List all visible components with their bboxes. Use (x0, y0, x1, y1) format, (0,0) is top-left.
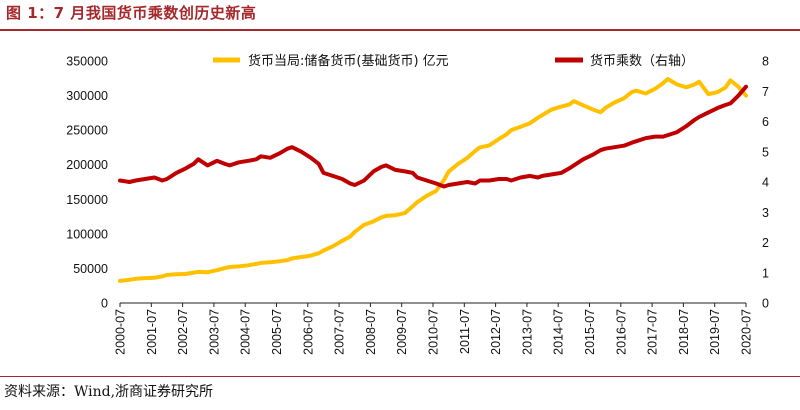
legend: 货币当局:储备货币(基础货币) 亿元 货币乘数（右轴） (213, 53, 694, 69)
x-axis-tick-label: 2018-07 (677, 309, 691, 355)
x-axis-tick-label: 2019-07 (708, 309, 722, 355)
x-axis-tick-label: 2012-07 (489, 309, 503, 355)
left-axis-tick-label: 100000 (66, 227, 108, 241)
series-line-base-money (118, 77, 748, 283)
right-axis-tick-label: 0 (762, 297, 769, 311)
left-axis-tick-label: 200000 (66, 158, 108, 172)
x-axis-tick-label: 2011-07 (458, 309, 472, 354)
right-axis-tick-label: 7 (762, 85, 769, 99)
right-axis-tick-label: 2 (762, 236, 769, 250)
line-chart: 货币当局:储备货币(基础货币) 亿元 货币乘数（右轴） 0 50000 100000… (66, 53, 769, 355)
x-axis-tick-label: 2016-07 (614, 309, 628, 355)
left-axis-tick-label: 150000 (66, 193, 108, 207)
x-axis-tick-label: 2007-07 (333, 309, 347, 355)
left-axis-tick-label: 250000 (66, 124, 108, 138)
x-axis-tick-label: 2002-07 (176, 309, 190, 355)
right-axis-tick-label: 5 (762, 145, 769, 159)
right-axis-tick-label: 8 (762, 55, 769, 69)
x-axis-tick-label: 2013-07 (520, 309, 534, 355)
legend-label-multiplier: 货币乘数（右轴） (590, 53, 694, 69)
x-axis-tick-label: 2003-07 (207, 309, 221, 355)
x-axis-tick-label: 2017-07 (646, 309, 660, 355)
title-divider (0, 29, 800, 31)
x-axis-tick-label: 2005-07 (270, 309, 284, 355)
source-note: 资料来源：Wind,浙商证券研究所 (4, 384, 214, 400)
x-axis-tick-label: 2001-07 (145, 309, 159, 355)
right-axis-tick-label: 1 (762, 266, 769, 280)
left-axis-tick-label: 300000 (66, 89, 108, 103)
x-axis-tick-label: 2015-07 (583, 309, 597, 355)
x-axis-tick-label: 2004-07 (239, 309, 253, 355)
right-axis-tick-label: 3 (762, 206, 769, 220)
x-axis-tick-label: 2006-07 (301, 309, 315, 355)
right-axis-tick-label: 4 (762, 176, 769, 190)
plot-area (118, 77, 748, 283)
series-line-multiplier (118, 84, 748, 189)
x-axis-tick-label: 2020-07 (740, 309, 754, 355)
figure-title: 图 1：7 月我国货币乘数创历史新高 (6, 4, 257, 22)
axes: 0 50000 100000 150000 200000 250000 300000 3500… (66, 55, 769, 355)
legend-label-base-money: 货币当局:储备货币(基础货币) 亿元 (248, 53, 449, 69)
left-axis-tick-label: 0 (101, 297, 108, 311)
x-axis-tick-label: 2000-07 (114, 309, 128, 355)
left-axis-tick-label: 50000 (73, 262, 108, 276)
x-axis-tick-label: 2008-07 (364, 309, 378, 355)
x-axis-tick-label: 2009-07 (395, 309, 409, 355)
x-axis-tick-label: 2014-07 (552, 309, 566, 355)
left-axis-tick-label: 350000 (66, 55, 108, 69)
source-divider (0, 376, 800, 377)
right-axis-tick-label: 6 (762, 115, 769, 129)
x-axis-tick-label: 2010-07 (427, 309, 441, 355)
